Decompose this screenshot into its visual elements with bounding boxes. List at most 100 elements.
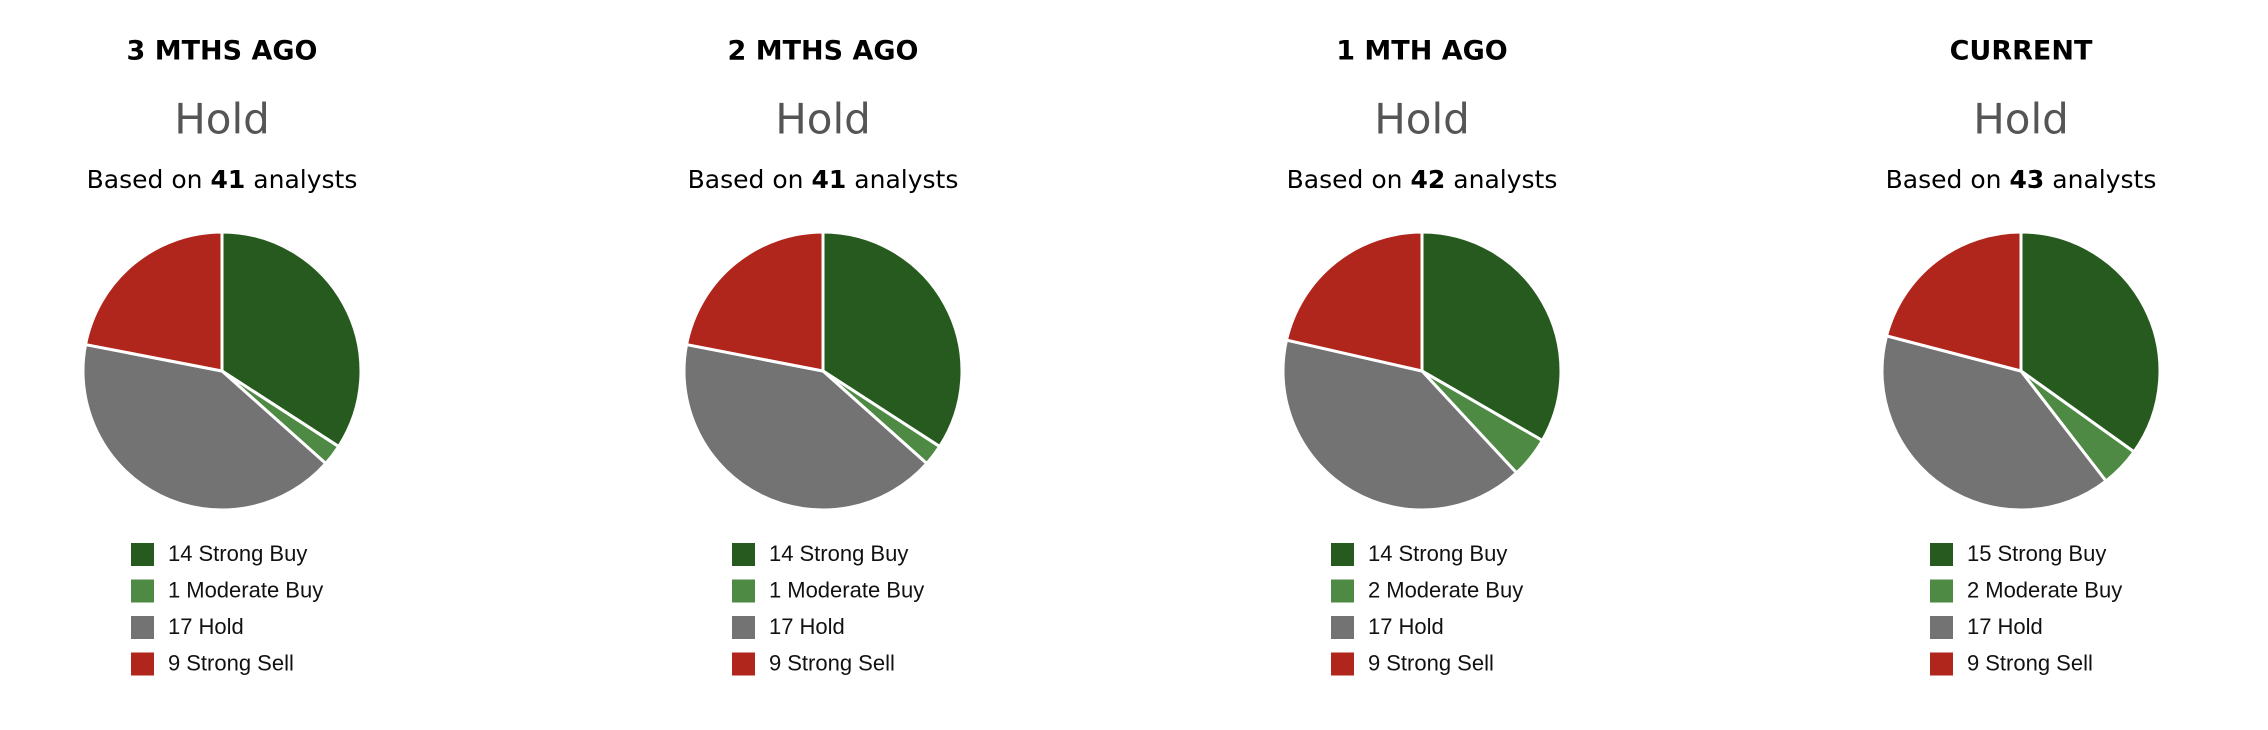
consensus-rating: Hold (1374, 95, 1470, 144)
legend-entry: 15 Strong Buy (1967, 541, 2106, 566)
consensus-rating: Hold (174, 95, 270, 144)
legend-count: 9 (1368, 650, 1380, 675)
analyst-summary: Based on 41 analysts (688, 165, 959, 194)
legend-label: Strong Buy (1398, 541, 1507, 566)
legend-label: Moderate Buy (1985, 577, 2122, 602)
legend-label: Strong Sell (1386, 650, 1494, 675)
legend-entry: 14 Strong Buy (168, 541, 307, 566)
panel-title: 2 MTHS AGO (728, 36, 919, 67)
legend-swatch (1930, 543, 1953, 566)
consensus-rating: Hold (1973, 95, 2069, 144)
summary-prefix: Based on (688, 165, 804, 194)
legend-entry: 2 Moderate Buy (1967, 577, 2122, 602)
legend-entry: 9 Strong Sell (1368, 650, 1494, 675)
legend-swatch (1930, 616, 1953, 639)
legend-count: 15 (1967, 541, 1991, 566)
rating-panel: CURRENT Hold Based on 43 analysts 15 Strong Bu… (1880, 36, 2162, 676)
analyst-count: 41 (210, 165, 245, 194)
legend-swatch (1331, 652, 1354, 676)
legend-count: 2 (1368, 577, 1380, 602)
legend-entry: 9 Strong Sell (168, 650, 294, 675)
pie-slice (1880, 334, 2108, 512)
legend-label: Strong Sell (186, 650, 294, 675)
legend-entry: 1 Moderate Buy (168, 577, 323, 602)
legend-swatch (131, 652, 154, 676)
legend-label: Hold (1997, 614, 2042, 639)
legend-entry: 17 Hold (1967, 614, 2043, 639)
legend-count: 1 (769, 577, 781, 602)
pie-slice (1281, 338, 1519, 512)
legend-count: 17 (168, 614, 192, 639)
legend-entry: 1 Moderate Buy (769, 577, 924, 602)
legend-count: 14 (168, 541, 192, 566)
legend-swatch (1331, 616, 1354, 639)
legend-entry: 17 Hold (769, 614, 845, 639)
legend-swatch (1930, 579, 1953, 603)
legend-label: Hold (799, 614, 844, 639)
legend-entry: 2 Moderate Buy (1368, 577, 1523, 602)
summary-suffix: analysts (2052, 165, 2156, 194)
pie-slice (685, 230, 825, 373)
legend-entry: 9 Strong Sell (1967, 650, 2093, 675)
pie-slice (1420, 230, 1563, 442)
legend-count: 1 (168, 577, 180, 602)
summary-suffix: analysts (253, 165, 357, 194)
legend-entry: 17 Hold (168, 614, 244, 639)
analyst-summary: Based on 41 analysts (87, 165, 358, 194)
pie-slice (81, 343, 328, 512)
panel-title: CURRENT (1950, 36, 2093, 67)
analyst-summary: Based on 43 analysts (1886, 165, 2157, 194)
summary-suffix: analysts (854, 165, 958, 194)
legend-swatch (732, 543, 755, 566)
legend-label: Strong Buy (1997, 541, 2106, 566)
legend-label: Hold (198, 614, 243, 639)
legend-label: Strong Sell (787, 650, 895, 675)
legend-count: 17 (1368, 614, 1392, 639)
legend-entry: 14 Strong Buy (1368, 541, 1507, 566)
analyst-summary: Based on 42 analysts (1287, 165, 1558, 194)
pie-slice (1885, 230, 2023, 373)
legend-count: 9 (168, 650, 180, 675)
legend-count: 9 (769, 650, 781, 675)
pie-slice (2019, 230, 2162, 454)
legend-swatch (732, 616, 755, 639)
legend-label: Strong Sell (1985, 650, 2093, 675)
legend-label: Moderate Buy (787, 577, 924, 602)
legend-label: Strong Buy (799, 541, 908, 566)
legend-swatch (1331, 579, 1354, 603)
legend-entry: 17 Hold (1368, 614, 1444, 639)
legend-count: 14 (1368, 541, 1392, 566)
consensus-rating: Hold (775, 95, 871, 144)
legend-count: 17 (1967, 614, 1991, 639)
pie-slice (84, 230, 224, 373)
summary-prefix: Based on (1886, 165, 2002, 194)
legend-swatch (131, 579, 154, 603)
analyst-count: 43 (2009, 165, 2044, 194)
legend-entry: 14 Strong Buy (769, 541, 908, 566)
summary-suffix: analysts (1453, 165, 1557, 194)
analyst-count: 42 (1410, 165, 1445, 194)
legend-swatch (131, 616, 154, 639)
legend-count: 9 (1967, 650, 1979, 675)
legend-swatch (1930, 652, 1953, 676)
legend-label: Strong Buy (198, 541, 307, 566)
legend-count: 17 (769, 614, 793, 639)
pie-slice (1284, 230, 1424, 373)
summary-prefix: Based on (87, 165, 203, 194)
legend-label: Hold (1398, 614, 1443, 639)
legend-swatch (732, 579, 755, 603)
legend-label: Moderate Buy (186, 577, 323, 602)
legend-swatch (131, 543, 154, 566)
legend-count: 14 (769, 541, 793, 566)
panel-title: 1 MTH AGO (1336, 36, 1507, 67)
legend-count: 2 (1967, 577, 1979, 602)
summary-prefix: Based on (1287, 165, 1403, 194)
legend-swatch (1331, 543, 1354, 566)
legend-entry: 9 Strong Sell (769, 650, 895, 675)
pie-slice (682, 343, 929, 512)
legend-swatch (732, 652, 755, 676)
